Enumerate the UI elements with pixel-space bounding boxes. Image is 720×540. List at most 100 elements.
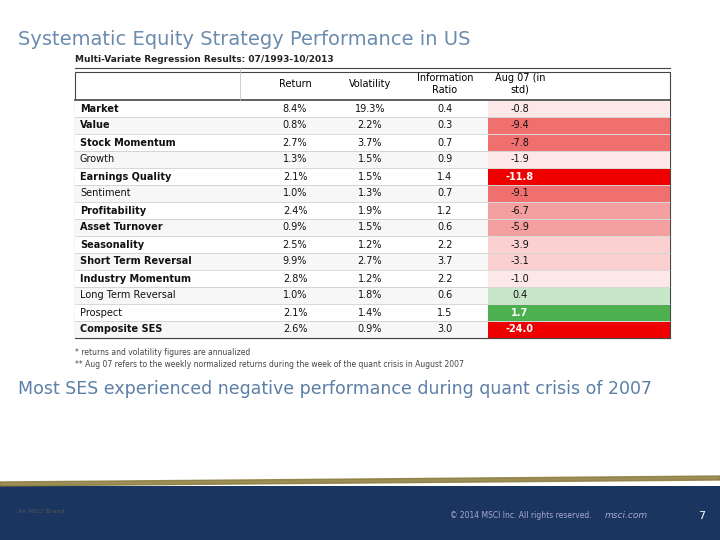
Text: 1.5: 1.5 <box>437 307 453 318</box>
Text: 1.3%: 1.3% <box>283 154 307 165</box>
Text: Composite SES: Composite SES <box>80 325 163 334</box>
Text: -5.9: -5.9 <box>510 222 529 233</box>
Bar <box>75 287 670 304</box>
Text: Volatility: Volatility <box>349 79 391 89</box>
Text: An MSCI Brand: An MSCI Brand <box>18 509 65 514</box>
Text: ** Aug 07 refers to the weekly normalized returns during the week of the quant c: ** Aug 07 refers to the weekly normalize… <box>75 360 464 369</box>
Bar <box>75 202 670 219</box>
Text: Earnings Quality: Earnings Quality <box>80 172 171 181</box>
Text: 0.3: 0.3 <box>437 120 453 131</box>
Text: 0.6: 0.6 <box>437 222 453 233</box>
Text: 1.8%: 1.8% <box>358 291 382 300</box>
Text: 7: 7 <box>698 511 705 521</box>
Text: 1.0%: 1.0% <box>283 188 307 199</box>
Text: Growth: Growth <box>80 154 115 165</box>
Text: 2.8%: 2.8% <box>283 273 307 284</box>
Text: Sentiment: Sentiment <box>80 188 130 199</box>
Text: -6.7: -6.7 <box>510 206 529 215</box>
Text: 2.7%: 2.7% <box>358 256 382 267</box>
Text: Seasonality: Seasonality <box>80 240 144 249</box>
Bar <box>75 168 670 185</box>
Text: 0.7: 0.7 <box>437 138 453 147</box>
Text: -24.0: -24.0 <box>506 325 534 334</box>
Bar <box>75 236 670 253</box>
Text: Most SES experienced negative performance during quant crisis of 2007: Most SES experienced negative performanc… <box>18 380 652 398</box>
Text: Multi-Variate Regression Results: 07/1993-10/2013: Multi-Variate Regression Results: 07/199… <box>75 55 333 64</box>
Text: 3.7%: 3.7% <box>358 138 382 147</box>
Bar <box>75 253 670 270</box>
Bar <box>488 168 670 185</box>
Text: 1.2%: 1.2% <box>358 240 382 249</box>
Text: 2.4%: 2.4% <box>283 206 307 215</box>
Text: 2.5%: 2.5% <box>283 240 307 249</box>
Bar <box>488 237 670 253</box>
Bar <box>75 100 670 117</box>
Text: 1.4: 1.4 <box>437 172 453 181</box>
Bar <box>75 134 670 151</box>
Text: Return: Return <box>279 79 311 89</box>
Bar <box>75 117 670 134</box>
Text: Stock Momentum: Stock Momentum <box>80 138 176 147</box>
Bar <box>488 118 670 133</box>
Text: -3.9: -3.9 <box>510 240 529 249</box>
Bar <box>75 219 670 236</box>
Text: 3.0: 3.0 <box>437 325 453 334</box>
Text: 0.4: 0.4 <box>437 104 453 113</box>
Bar <box>488 305 670 321</box>
Text: 2.6%: 2.6% <box>283 325 307 334</box>
Text: 1.5%: 1.5% <box>358 222 382 233</box>
Bar <box>488 219 670 235</box>
Text: 2.1%: 2.1% <box>283 172 307 181</box>
Text: 2.2: 2.2 <box>437 240 453 249</box>
Bar <box>75 321 670 338</box>
Text: 1.2%: 1.2% <box>358 273 382 284</box>
Bar <box>488 253 670 269</box>
Text: Long Term Reversal: Long Term Reversal <box>80 291 176 300</box>
Bar <box>75 151 670 168</box>
Text: 1.5%: 1.5% <box>358 172 382 181</box>
Bar <box>75 72 670 338</box>
Text: 1.3%: 1.3% <box>358 188 382 199</box>
Text: 1.7: 1.7 <box>511 307 528 318</box>
Text: 8.4%: 8.4% <box>283 104 307 113</box>
Text: 2.2%: 2.2% <box>358 120 382 131</box>
Bar <box>488 186 670 201</box>
Text: -7.8: -7.8 <box>510 138 529 147</box>
Bar <box>0 486 720 540</box>
Bar <box>488 100 670 117</box>
Text: Value: Value <box>80 120 111 131</box>
Text: -9.4: -9.4 <box>510 120 529 131</box>
Text: Industry Momentum: Industry Momentum <box>80 273 191 284</box>
Text: 19.3%: 19.3% <box>355 104 385 113</box>
Text: Prospect: Prospect <box>80 307 122 318</box>
Bar <box>488 287 670 303</box>
Text: * returns and volatility figures are annualized: * returns and volatility figures are ann… <box>75 348 251 357</box>
Text: 0.9: 0.9 <box>437 154 453 165</box>
Text: 3.7: 3.7 <box>437 256 453 267</box>
Bar <box>488 271 670 287</box>
Text: 0.4: 0.4 <box>513 291 528 300</box>
Text: 2.7%: 2.7% <box>283 138 307 147</box>
Text: msci.com: msci.com <box>605 511 648 521</box>
Text: 0.9%: 0.9% <box>283 222 307 233</box>
Bar <box>75 185 670 202</box>
Text: 1.2: 1.2 <box>437 206 453 215</box>
Text: Asset Turnover: Asset Turnover <box>80 222 163 233</box>
Text: Barra: Barra <box>18 491 62 505</box>
Text: Information
Ratio: Information Ratio <box>417 73 473 95</box>
Bar <box>75 270 670 287</box>
Text: 0.8%: 0.8% <box>283 120 307 131</box>
Text: © 2014 MSCI Inc. All rights reserved.: © 2014 MSCI Inc. All rights reserved. <box>450 511 592 521</box>
Text: 1.5%: 1.5% <box>358 154 382 165</box>
Text: -3.1: -3.1 <box>510 256 529 267</box>
Text: Systematic Equity Strategy Performance in US: Systematic Equity Strategy Performance i… <box>18 30 470 49</box>
Text: Profitability: Profitability <box>80 206 146 215</box>
Bar <box>75 304 670 321</box>
Text: -9.1: -9.1 <box>510 188 529 199</box>
Text: 9.9%: 9.9% <box>283 256 307 267</box>
Bar <box>488 134 670 151</box>
Text: 0.6: 0.6 <box>437 291 453 300</box>
Text: -0.8: -0.8 <box>510 104 529 113</box>
Text: 1.0%: 1.0% <box>283 291 307 300</box>
Text: Market: Market <box>80 104 119 113</box>
